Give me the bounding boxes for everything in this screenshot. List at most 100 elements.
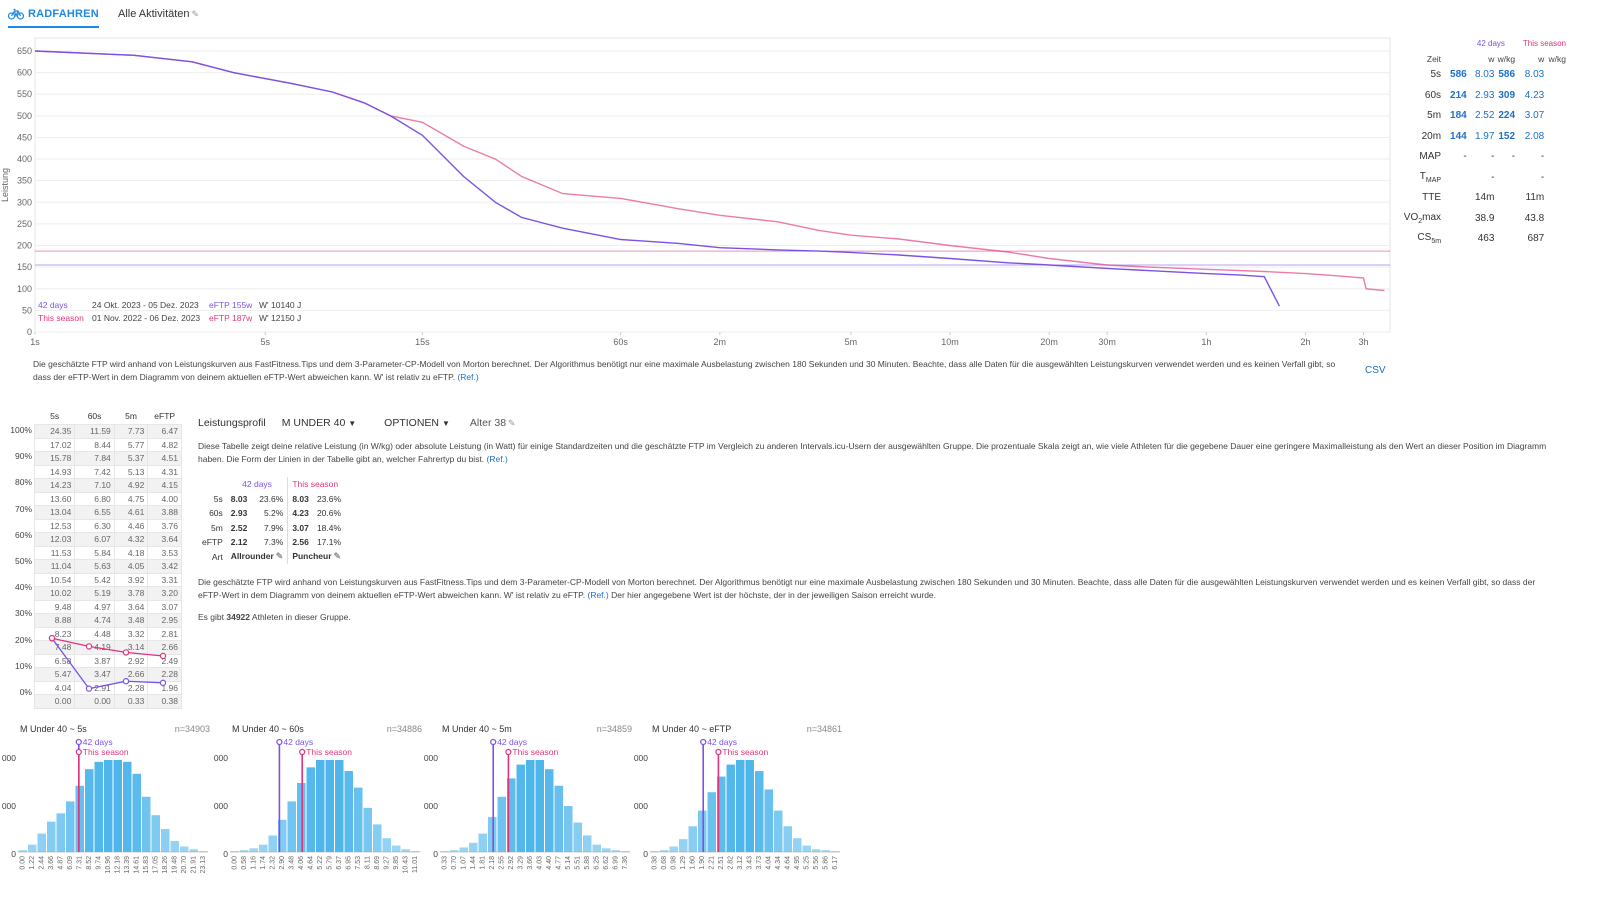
pencil-icon[interactable]: ✎ bbox=[275, 551, 284, 562]
histogram-bar[interactable] bbox=[717, 776, 726, 852]
records-cell[interactable]: 1.97 bbox=[1474, 130, 1495, 142]
histogram-bar[interactable] bbox=[297, 783, 306, 852]
profile-point[interactable] bbox=[122, 649, 130, 656]
histogram-bar[interactable] bbox=[37, 833, 47, 852]
records-cell[interactable]: 2.93 bbox=[1474, 89, 1495, 101]
histogram-bar[interactable] bbox=[545, 769, 554, 852]
histogram-bar[interactable] bbox=[344, 771, 354, 852]
histogram-bar[interactable] bbox=[554, 785, 564, 852]
histogram-bar[interactable] bbox=[123, 761, 132, 852]
age-field[interactable]: Alter 38 ✎ bbox=[470, 417, 516, 429]
histogram-bar[interactable] bbox=[382, 838, 392, 852]
histogram-bar[interactable] bbox=[66, 801, 75, 852]
histogram-bar[interactable] bbox=[411, 851, 420, 852]
histogram-bar[interactable] bbox=[113, 760, 123, 852]
records-cell[interactable]: 214 bbox=[1450, 89, 1467, 101]
records-cell[interactable]: 152 bbox=[1498, 130, 1516, 142]
histogram-bar[interactable] bbox=[621, 851, 630, 852]
histogram-bar[interactable] bbox=[335, 760, 344, 852]
records-cell[interactable]: 8.03 bbox=[1524, 69, 1545, 81]
histogram-bar[interactable] bbox=[459, 847, 469, 852]
histogram-bar[interactable] bbox=[602, 848, 611, 852]
tab-cycling[interactable]: RADFAHREN bbox=[8, 8, 99, 28]
histogram-bar[interactable] bbox=[47, 821, 56, 852]
histogram-bar[interactable] bbox=[161, 829, 170, 852]
records-cell[interactable]: 586 bbox=[1450, 69, 1467, 81]
histogram-bar[interactable] bbox=[325, 760, 335, 852]
histogram-bar[interactable] bbox=[755, 771, 764, 852]
histogram-bar[interactable] bbox=[392, 845, 401, 852]
pencil-icon[interactable]: ✎ bbox=[333, 551, 342, 562]
histogram-bar[interactable] bbox=[745, 760, 755, 852]
histogram-bar[interactable] bbox=[85, 769, 94, 852]
histogram-bar[interactable] bbox=[450, 850, 459, 852]
records-cell[interactable]: 8.03 bbox=[1474, 69, 1495, 81]
histogram-bar[interactable] bbox=[440, 851, 450, 852]
records-cell[interactable]: 3.07 bbox=[1524, 110, 1545, 122]
histogram-bar[interactable] bbox=[28, 844, 37, 852]
histogram-bar[interactable] bbox=[802, 845, 812, 852]
histogram-bar[interactable] bbox=[726, 764, 736, 852]
histogram-bar[interactable] bbox=[249, 848, 259, 852]
records-cell[interactable]: 2.08 bbox=[1524, 130, 1545, 142]
histogram-bar[interactable] bbox=[736, 760, 745, 852]
histogram-bar[interactable] bbox=[170, 840, 180, 852]
histogram-bar[interactable] bbox=[774, 810, 783, 852]
histogram-bar[interactable] bbox=[535, 760, 545, 852]
histogram-bar[interactable] bbox=[669, 846, 679, 852]
csv-link[interactable]: CSV bbox=[1365, 365, 1386, 376]
histogram-bar[interactable] bbox=[306, 767, 316, 852]
histogram-bar[interactable] bbox=[363, 807, 373, 852]
profile-point[interactable] bbox=[85, 643, 93, 650]
histogram-bar[interactable] bbox=[764, 789, 774, 852]
histogram-bar[interactable] bbox=[75, 785, 85, 852]
records-cell[interactable]: 586 bbox=[1498, 69, 1516, 81]
group-select[interactable]: M UNDER 40 ▼ bbox=[282, 417, 356, 429]
histogram-bar[interactable] bbox=[488, 817, 497, 852]
histogram-bar[interactable] bbox=[56, 813, 66, 852]
histogram-bar[interactable] bbox=[189, 849, 199, 852]
histogram-bar[interactable] bbox=[469, 842, 478, 852]
histogram-bar[interactable] bbox=[831, 851, 840, 852]
records-cell[interactable]: 224 bbox=[1498, 110, 1516, 122]
histogram-bar[interactable] bbox=[526, 760, 535, 852]
histogram-bar[interactable] bbox=[18, 850, 28, 852]
histogram-bar[interactable] bbox=[783, 826, 793, 852]
histogram-bar[interactable] bbox=[104, 760, 113, 852]
histogram-bar[interactable] bbox=[151, 815, 161, 852]
histogram-bar[interactable] bbox=[679, 839, 688, 852]
histogram-bar[interactable] bbox=[793, 838, 802, 852]
histogram-bar[interactable] bbox=[259, 844, 268, 852]
histogram-bar[interactable] bbox=[611, 850, 621, 852]
histogram-bar[interactable] bbox=[373, 824, 382, 852]
records-cell[interactable]: 309 bbox=[1498, 89, 1516, 101]
curve-ref-link[interactable]: (Ref.) bbox=[457, 372, 479, 382]
histogram-bar[interactable] bbox=[592, 844, 602, 852]
histogram-bar[interactable] bbox=[564, 806, 573, 852]
histogram-bar[interactable] bbox=[401, 849, 411, 852]
records-cell[interactable]: 2.52 bbox=[1474, 110, 1495, 122]
histogram-bar[interactable] bbox=[94, 761, 104, 852]
histogram-bar[interactable] bbox=[287, 801, 297, 852]
histogram-bar[interactable] bbox=[821, 850, 831, 852]
histogram-bar[interactable] bbox=[199, 851, 208, 852]
histogram-bar[interactable] bbox=[573, 822, 583, 852]
options-dropdown[interactable]: OPTIONEN ▼ bbox=[384, 417, 450, 429]
records-cell[interactable]: 144 bbox=[1450, 130, 1467, 142]
histogram-bar[interactable] bbox=[478, 833, 488, 852]
histogram-bar[interactable] bbox=[180, 846, 189, 852]
histogram-bar[interactable] bbox=[497, 796, 507, 852]
records-cell[interactable]: 4.23 bbox=[1524, 89, 1545, 101]
profile-point[interactable] bbox=[48, 634, 56, 642]
profile-point[interactable] bbox=[159, 679, 167, 687]
histogram-bar[interactable] bbox=[268, 835, 278, 852]
histogram-bar[interactable] bbox=[230, 851, 240, 852]
profile-point[interactable] bbox=[159, 652, 167, 660]
histogram-bar[interactable] bbox=[316, 760, 325, 852]
records-cell[interactable]: 184 bbox=[1450, 110, 1467, 122]
histogram-bar[interactable] bbox=[698, 810, 707, 852]
histogram-bar[interactable] bbox=[583, 835, 592, 852]
profile-note-ref-link[interactable]: (Ref.) bbox=[587, 590, 609, 600]
histogram-bar[interactable] bbox=[812, 849, 821, 852]
histogram-bar[interactable] bbox=[240, 850, 249, 852]
